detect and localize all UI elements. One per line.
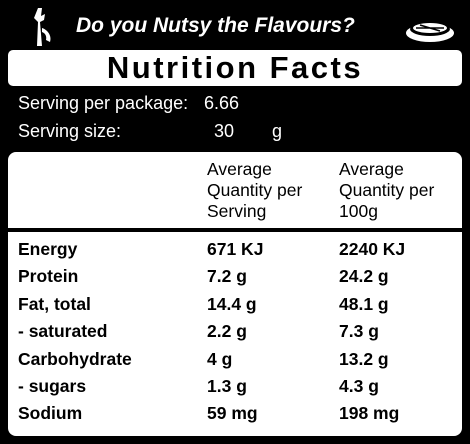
nutrient-name: Energy [18, 239, 78, 259]
label-title: Nutrition Facts [106, 50, 364, 85]
pie-icon [406, 22, 454, 42]
nutrient-value: 671 KJ [207, 239, 264, 259]
nutrient-value: 2.2 g [207, 321, 247, 342]
nutrient-value: 4 g [207, 348, 233, 369]
serving-size-value: 30 [214, 121, 235, 141]
nutrient-name: - sugars [18, 376, 87, 396]
banner-title: Do you Nutsy the Flavours? [76, 14, 355, 37]
nutrient-name: Protein [18, 266, 79, 287]
nutrient-value: 2240 KJ [339, 239, 406, 259]
title-box: Nutrition Facts [8, 50, 462, 86]
nutrient-value: 13.2 g [339, 348, 389, 369]
nutrient-name: Fat, total [18, 293, 91, 314]
serving-per-package-value: 6.66 [204, 93, 240, 113]
serving-size-unit: g [272, 121, 283, 141]
nutrient-value: 4.3 g [339, 376, 379, 396]
header-rule [8, 228, 462, 232]
nutrition-table: Average Quantity per Serving Average Quan… [8, 152, 462, 436]
nutrient-value: 48.1 g [339, 293, 389, 314]
chef-icon [34, 8, 51, 46]
column-header: Average Quantity per Serving [207, 159, 303, 221]
nutrient-value: 59 mg [207, 403, 258, 424]
nutrient-value: 198 mg [339, 403, 400, 424]
serving-size-label: Serving size: [18, 121, 122, 141]
nutrient-value: 1.3 g [207, 376, 247, 396]
nutrient-value: 14.4 g [207, 293, 257, 314]
column-header: Average Quantity per 100g [339, 159, 435, 221]
nutrient-value: 7.2 g [207, 266, 247, 287]
nutrient-name: - saturated [18, 321, 108, 342]
nutrient-value: 7.3 g [339, 321, 379, 342]
nutrient-name: Carbohydrate [18, 348, 132, 369]
nutrient-value: 24.2 g [339, 266, 389, 287]
serving-per-package-label: Serving per package: [18, 93, 189, 113]
nutrient-name: Sodium [18, 403, 83, 424]
